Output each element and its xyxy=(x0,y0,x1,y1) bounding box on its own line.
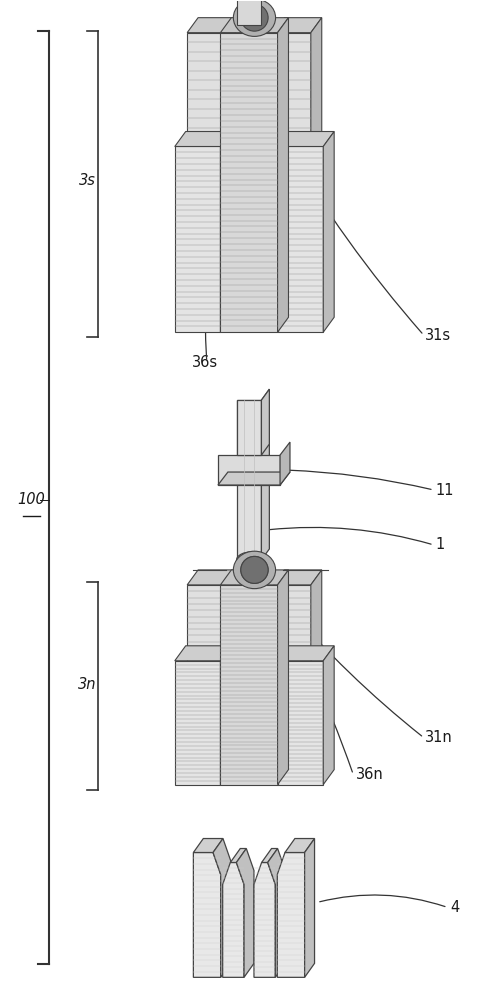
Text: 11: 11 xyxy=(435,483,454,498)
Text: 31n: 31n xyxy=(425,730,453,745)
Polygon shape xyxy=(193,853,221,977)
Polygon shape xyxy=(175,146,221,332)
Polygon shape xyxy=(187,18,236,33)
Polygon shape xyxy=(218,455,280,485)
Polygon shape xyxy=(311,18,322,146)
Polygon shape xyxy=(237,0,261,25)
Polygon shape xyxy=(277,646,334,661)
Polygon shape xyxy=(277,661,323,785)
Polygon shape xyxy=(323,646,334,785)
Polygon shape xyxy=(175,661,221,785)
Polygon shape xyxy=(225,570,236,661)
Polygon shape xyxy=(221,585,277,785)
Polygon shape xyxy=(237,400,261,560)
Text: 1: 1 xyxy=(435,537,445,552)
Polygon shape xyxy=(273,585,311,661)
Polygon shape xyxy=(237,400,261,455)
Polygon shape xyxy=(277,853,305,977)
Polygon shape xyxy=(221,33,277,332)
Polygon shape xyxy=(273,18,322,33)
Polygon shape xyxy=(280,442,290,485)
Polygon shape xyxy=(221,646,232,785)
Polygon shape xyxy=(277,570,288,785)
Polygon shape xyxy=(221,132,232,332)
Text: 100: 100 xyxy=(17,492,45,508)
Text: 4: 4 xyxy=(450,900,459,915)
Text: 31s: 31s xyxy=(425,328,451,343)
Polygon shape xyxy=(261,389,269,560)
Polygon shape xyxy=(237,849,254,977)
Polygon shape xyxy=(175,132,232,146)
Polygon shape xyxy=(187,585,225,661)
Ellipse shape xyxy=(234,0,275,36)
Polygon shape xyxy=(305,839,315,977)
Polygon shape xyxy=(267,849,285,977)
Polygon shape xyxy=(285,839,315,853)
Polygon shape xyxy=(193,839,223,853)
Polygon shape xyxy=(225,18,236,146)
Polygon shape xyxy=(277,18,288,332)
Polygon shape xyxy=(221,18,288,33)
Polygon shape xyxy=(187,33,225,146)
Polygon shape xyxy=(323,132,334,332)
Polygon shape xyxy=(213,839,231,977)
Ellipse shape xyxy=(237,552,269,568)
Polygon shape xyxy=(187,570,236,585)
Polygon shape xyxy=(277,146,323,332)
Ellipse shape xyxy=(241,4,268,31)
Polygon shape xyxy=(218,472,290,485)
Text: 36s: 36s xyxy=(192,355,218,370)
Ellipse shape xyxy=(241,556,268,583)
Polygon shape xyxy=(277,132,334,146)
Text: 3s: 3s xyxy=(79,173,96,188)
Polygon shape xyxy=(261,389,269,455)
Polygon shape xyxy=(221,570,288,585)
Polygon shape xyxy=(175,646,232,661)
Polygon shape xyxy=(273,33,311,146)
Ellipse shape xyxy=(234,551,275,589)
Text: 36n: 36n xyxy=(356,767,383,782)
Polygon shape xyxy=(273,570,322,585)
Polygon shape xyxy=(311,570,322,661)
Text: 3n: 3n xyxy=(78,677,97,692)
Polygon shape xyxy=(261,849,277,862)
Polygon shape xyxy=(254,862,275,977)
Ellipse shape xyxy=(241,556,268,583)
Polygon shape xyxy=(223,862,244,977)
Polygon shape xyxy=(231,849,247,862)
